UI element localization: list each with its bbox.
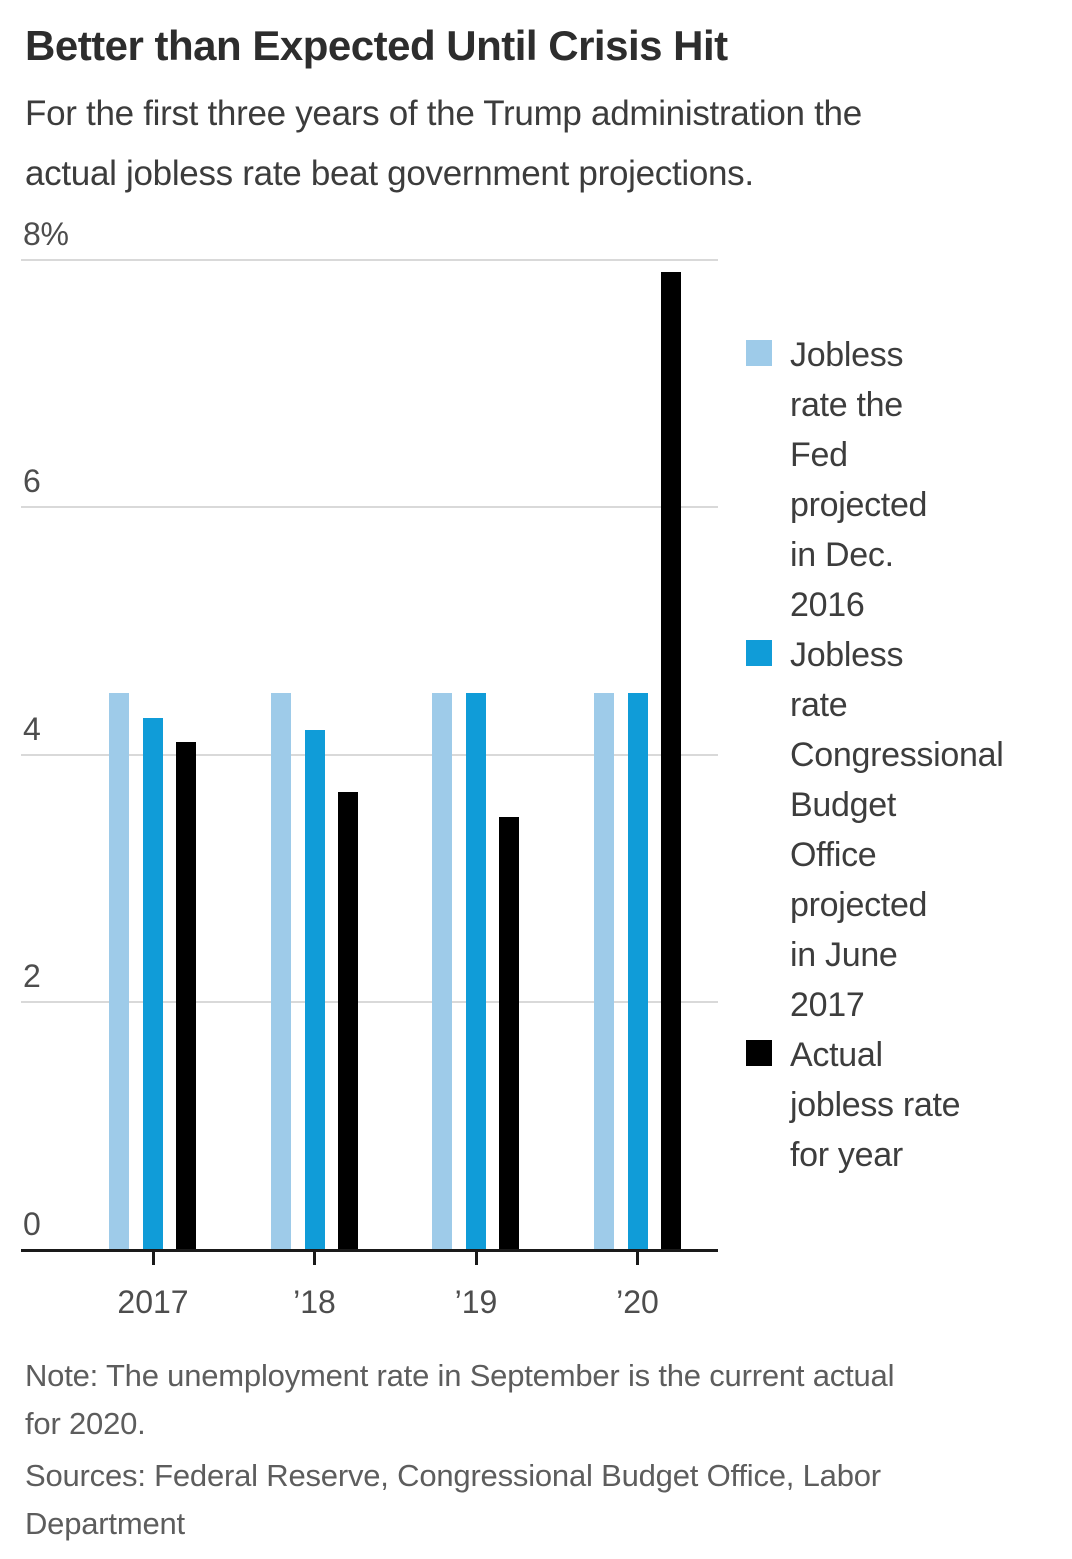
bar-series1-20 xyxy=(593,692,614,1250)
bar-series1-2017 xyxy=(109,692,129,1250)
bar-series2-2017 xyxy=(143,717,163,1250)
y-axis-label: 2 xyxy=(23,958,41,995)
x-axis-tick xyxy=(474,1252,478,1265)
legend-swatch-icon xyxy=(746,340,772,366)
legend-swatch-icon xyxy=(746,640,772,666)
bar-series3-20 xyxy=(660,271,681,1250)
y-axis-label: 8% xyxy=(23,215,69,252)
legend-item-1: Jobless rate the Fed projected in Dec. 2… xyxy=(746,330,1066,630)
bar-series2-19 xyxy=(466,692,486,1250)
bar-series3-2017 xyxy=(176,742,196,1250)
x-axis-label: 2017 xyxy=(117,1284,189,1320)
x-axis-tick xyxy=(151,1252,155,1265)
gridline-4 xyxy=(21,753,718,756)
legend-label: Jobless rate Congressional Budget Office… xyxy=(790,636,1004,1024)
chart-subtitle: For the first three years of the Trump a… xyxy=(25,94,862,193)
chart-legend: Jobless rate the Fed projected in Dec. 2… xyxy=(746,330,1066,1180)
chart-title: Better than Expected Until Crisis Hit xyxy=(25,22,728,69)
gridline-6 xyxy=(21,506,718,509)
x-axis-label: ’19 xyxy=(454,1284,498,1320)
bar-series1-19 xyxy=(432,692,452,1250)
bar-series2-18 xyxy=(304,730,325,1250)
x-axis-tick xyxy=(636,1252,639,1265)
chart-sources: Sources: Federal Reserve, Congressional … xyxy=(25,1458,881,1541)
chart-note: Note: The unemployment rate in September… xyxy=(25,1358,895,1441)
bar-series1-18 xyxy=(270,692,291,1250)
legend-item-3: Actual jobless rate for year xyxy=(746,1030,1066,1180)
legend-label: Actual jobless rate for year xyxy=(790,1036,961,1174)
gridline-8 xyxy=(21,258,718,261)
y-axis-label: 0 xyxy=(23,1206,41,1242)
x-axis-label: ’20 xyxy=(616,1284,659,1320)
legend-item-2: Jobless rate Congressional Budget Office… xyxy=(746,630,1066,1030)
bar-series2-20 xyxy=(627,692,648,1250)
legend-label: Jobless rate the Fed projected in Dec. 2… xyxy=(790,336,928,624)
x-axis-line xyxy=(21,1249,718,1252)
y-axis-label: 6 xyxy=(23,463,41,500)
legend-swatch-icon xyxy=(746,1040,772,1066)
x-axis-tick xyxy=(313,1252,316,1265)
gridline-2 xyxy=(21,1001,718,1004)
bar-series3-18 xyxy=(337,791,358,1250)
x-axis-label: ’18 xyxy=(293,1284,336,1320)
y-axis-label: 4 xyxy=(23,710,41,747)
bar-series3-19 xyxy=(499,816,519,1250)
